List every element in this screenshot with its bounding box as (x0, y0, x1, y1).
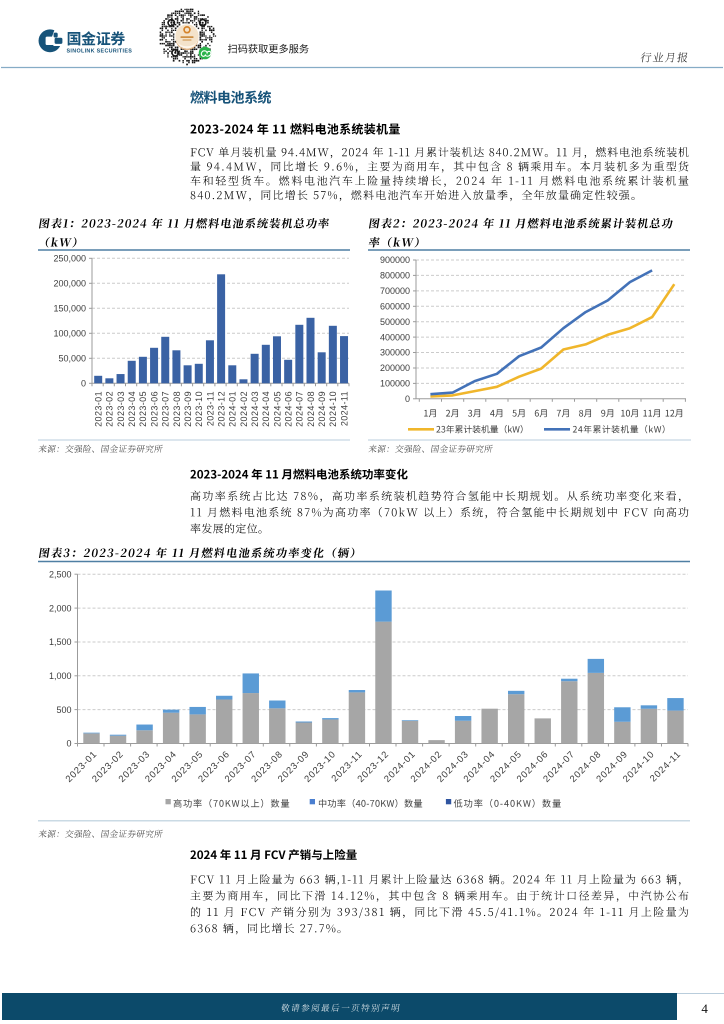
svg-text:200,000: 200,000 (53, 279, 86, 289)
svg-text:2023-02: 2023-02 (105, 391, 115, 427)
svg-text:150,000: 150,000 (53, 304, 86, 314)
svg-text:800000: 800000 (380, 271, 410, 281)
svg-text:2023-11: 2023-11 (205, 391, 215, 426)
svg-text:2023-05: 2023-05 (138, 391, 148, 427)
svg-text:2024-10: 2024-10 (328, 391, 338, 427)
svg-text:2023-06: 2023-06 (149, 391, 159, 427)
svg-text:0: 0 (66, 739, 71, 749)
svg-text:1,500: 1,500 (49, 637, 72, 647)
svg-text:2023-10: 2023-10 (194, 391, 204, 427)
svg-text:500: 500 (56, 705, 71, 715)
svg-text:200000: 200000 (380, 363, 410, 373)
svg-text:50,000: 50,000 (58, 354, 86, 364)
svg-text:2023-03: 2023-03 (116, 391, 126, 427)
svg-text:250,000: 250,000 (53, 254, 86, 264)
svg-text:2023-01: 2023-01 (94, 391, 104, 427)
svg-text:100,000: 100,000 (53, 329, 86, 339)
svg-text:2024-11: 2024-11 (339, 391, 349, 426)
svg-text:2024-09: 2024-09 (317, 391, 327, 427)
svg-text:2023-04: 2023-04 (127, 391, 137, 427)
svg-text:2,500: 2,500 (49, 570, 72, 580)
svg-text:2024-08: 2024-08 (306, 391, 316, 427)
svg-text:SINOLINK SECURITIES: SINOLINK SECURITIES (67, 48, 133, 54)
svg-text:900000: 900000 (380, 255, 410, 265)
svg-text:2024-03: 2024-03 (250, 391, 260, 427)
svg-text:100000: 100000 (380, 379, 410, 389)
svg-text:500000: 500000 (380, 317, 410, 327)
svg-text:700000: 700000 (380, 286, 410, 296)
svg-text:600000: 600000 (380, 302, 410, 312)
svg-text:2024-04: 2024-04 (261, 391, 271, 427)
svg-text:300000: 300000 (380, 348, 410, 358)
svg-text:2023-08: 2023-08 (172, 391, 182, 427)
svg-text:400000: 400000 (380, 332, 410, 342)
svg-text:2024-05: 2024-05 (272, 391, 282, 427)
svg-text:0: 0 (81, 379, 86, 389)
svg-text:1,000: 1,000 (49, 671, 72, 681)
svg-text:2024-06: 2024-06 (284, 391, 294, 427)
svg-text:2,000: 2,000 (49, 603, 72, 613)
svg-text:2023-12: 2023-12 (217, 391, 227, 427)
svg-text:2024-07: 2024-07 (295, 391, 305, 427)
svg-text:2023-07: 2023-07 (161, 391, 171, 427)
svg-text:2024-02: 2024-02 (239, 391, 249, 427)
svg-text:0: 0 (405, 394, 410, 404)
svg-text:2024-01: 2024-01 (228, 391, 238, 427)
svg-text:4: 4 (701, 1001, 708, 1016)
svg-text:2023-09: 2023-09 (183, 391, 193, 427)
